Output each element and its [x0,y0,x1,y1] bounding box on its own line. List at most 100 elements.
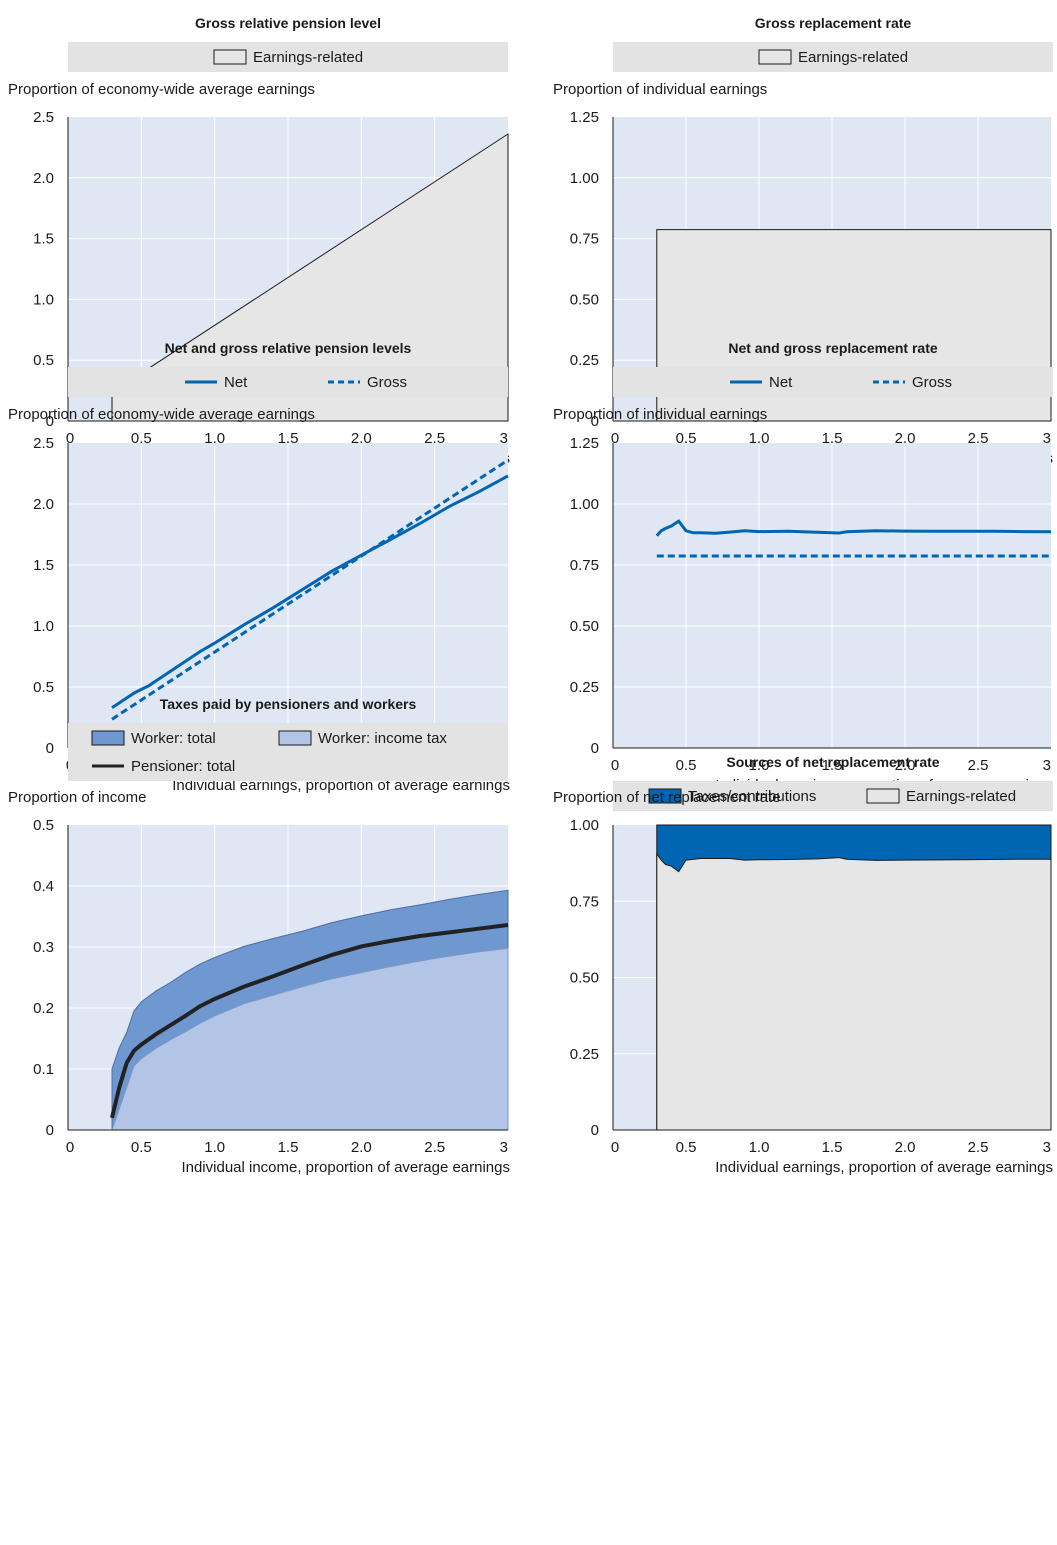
chart-title: Sources of net replacement rate [726,754,939,770]
tick-labels: 0 0.25 0.50 0.75 1.00 0 0.5 1.0 1.5 2.0 2.5 3 [570,817,1051,1156]
y-tick-label: 1.5 [33,557,54,574]
chart-p1: Gross relative pension level Earnings-rel… [8,15,510,467]
y-tick-label: 0 [46,413,54,430]
y-axis-title: Proportion of individual earnings [553,406,767,423]
legend-item: Pensioner: total [92,758,235,775]
x-tick-label: 2.5 [968,757,989,774]
y-tick-label: 0.75 [570,231,599,248]
chart-p6: Sources of net replacement rate Taxes/con… [553,754,1053,1176]
legend-swatch [91,730,125,746]
y-tick-label: 2.5 [33,435,54,452]
legend-swatch [866,788,900,804]
legend-item: Earnings-related [866,788,1016,805]
y-axis-title: Proportion of income [8,789,146,806]
legend-label: Earnings-related [906,788,1016,805]
y-tick-label: 1.0 [33,618,54,635]
x-tick-label: 1.0 [749,757,770,774]
legend: Net Gross [68,367,508,397]
x-tick-label: 1.5 [278,430,299,447]
legend-label: Earnings-related [798,49,908,66]
legend: Earnings-related [68,42,508,72]
y-tick-label: 0.50 [570,970,599,987]
x-tick-label: 2.0 [351,1139,372,1156]
legend-label: Taxes/contributions [688,788,816,805]
x-tick-label: 2.5 [968,1139,989,1156]
line-pensioner-total [110,923,509,1119]
x-tick-label: 1.0 [749,1139,770,1156]
legend-item: Gross [328,374,407,391]
y-tick-label: 0 [591,1122,599,1139]
x-tick-label: 2.5 [968,430,989,447]
legend-item: Taxes/contributions [648,788,816,805]
y-tick-label: 0.50 [570,291,599,308]
y-tick-label: 1.25 [570,109,599,126]
x-axis-title: Individual earnings, proportion of avera… [172,777,510,794]
y-tick-label: 0.5 [33,352,54,369]
x-tick-label: 0 [611,1139,619,1156]
legend: Worker: total Worker: income tax Pensioner… [68,723,508,781]
x-tick-label: 3 [1043,1139,1051,1156]
x-tick-label: 2.0 [895,1139,916,1156]
x-tick-label: 3 [500,430,508,447]
x-tick-label: 0 [66,1139,74,1156]
tick-labels: 0 0.5 1.0 1.5 2.0 2.5 0 0.5 1.0 1.5 2.0 2.5 3 [33,109,508,447]
y-tick-label: 1.00 [570,496,599,513]
x-tick-label: 1.5 [822,1139,843,1156]
y-tick-label: 0.25 [570,352,599,369]
legend-background [68,42,508,72]
x-axis-title: Individual income, proportion of average… [181,1159,510,1176]
y-tick-label: 2.0 [33,170,54,187]
x-tick-label: 0.5 [131,1139,152,1156]
data-marks [655,519,1052,558]
legend-swatch [648,788,682,804]
line-gross [111,458,509,721]
legend-item: Gross [873,374,952,391]
chart-title: Gross replacement rate [755,15,912,31]
legend-item: Net [730,374,793,391]
legend-background [613,367,1053,397]
legend-item: Earnings-related [758,49,908,66]
legend-label: Worker: total [131,730,216,747]
data-marks [111,458,509,721]
data-marks [656,824,1052,1131]
legend-item: Worker: income tax [278,730,447,747]
x-tick-label: 1.5 [278,1139,299,1156]
y-tick-label: 0.2 [33,1000,54,1017]
x-tick-label: 1.0 [749,430,770,447]
legend-item: Worker: total [91,730,216,747]
legend-label: Net [769,374,793,391]
x-tick-label: 0 [66,430,74,447]
chart-title: Taxes paid by pensioners and workers [160,696,417,712]
y-tick-label: 2.0 [33,496,54,513]
x-tick-label: 1.0 [204,430,225,447]
area-earnings-related [656,852,1052,1131]
x-tick-label: 0.5 [676,430,697,447]
legend-label: Worker: income tax [318,730,447,747]
y-tick-label: 0 [46,740,54,757]
x-tick-label: 2.5 [424,430,445,447]
x-tick-label: 0 [611,757,619,774]
legend-background [68,367,508,397]
y-axis-title: Proportion of economy-wide average earni… [8,81,315,98]
x-tick-label: 3 [1043,757,1051,774]
y-tick-label: 2.5 [33,109,54,126]
legend-background [613,42,1053,72]
tick-labels: 0 0.25 0.50 0.75 1.00 1.25 0 0.5 1.0 1.5 2.0 2.5 3 [570,435,1051,774]
x-axis-title: Individual earnings, proportion of avera… [715,1159,1053,1176]
chart-title: Net and gross relative pension levels [165,340,412,356]
x-tick-label: 1.5 [822,757,843,774]
gridlines [613,443,1051,748]
x-tick-label: 3 [500,1139,508,1156]
legend-label: Net [224,374,248,391]
y-tick-label: 0.25 [570,679,599,696]
x-tick-label: 1.0 [204,1139,225,1156]
legend-label: Gross [367,374,407,391]
x-tick-label: 1.5 [822,430,843,447]
chart-title: Net and gross replacement rate [728,340,938,356]
y-tick-label: 0 [46,1122,54,1139]
x-tick-label: 2.0 [895,757,916,774]
y-tick-label: 1.0 [33,291,54,308]
legend-swatch [213,49,247,65]
gridlines [68,443,508,748]
